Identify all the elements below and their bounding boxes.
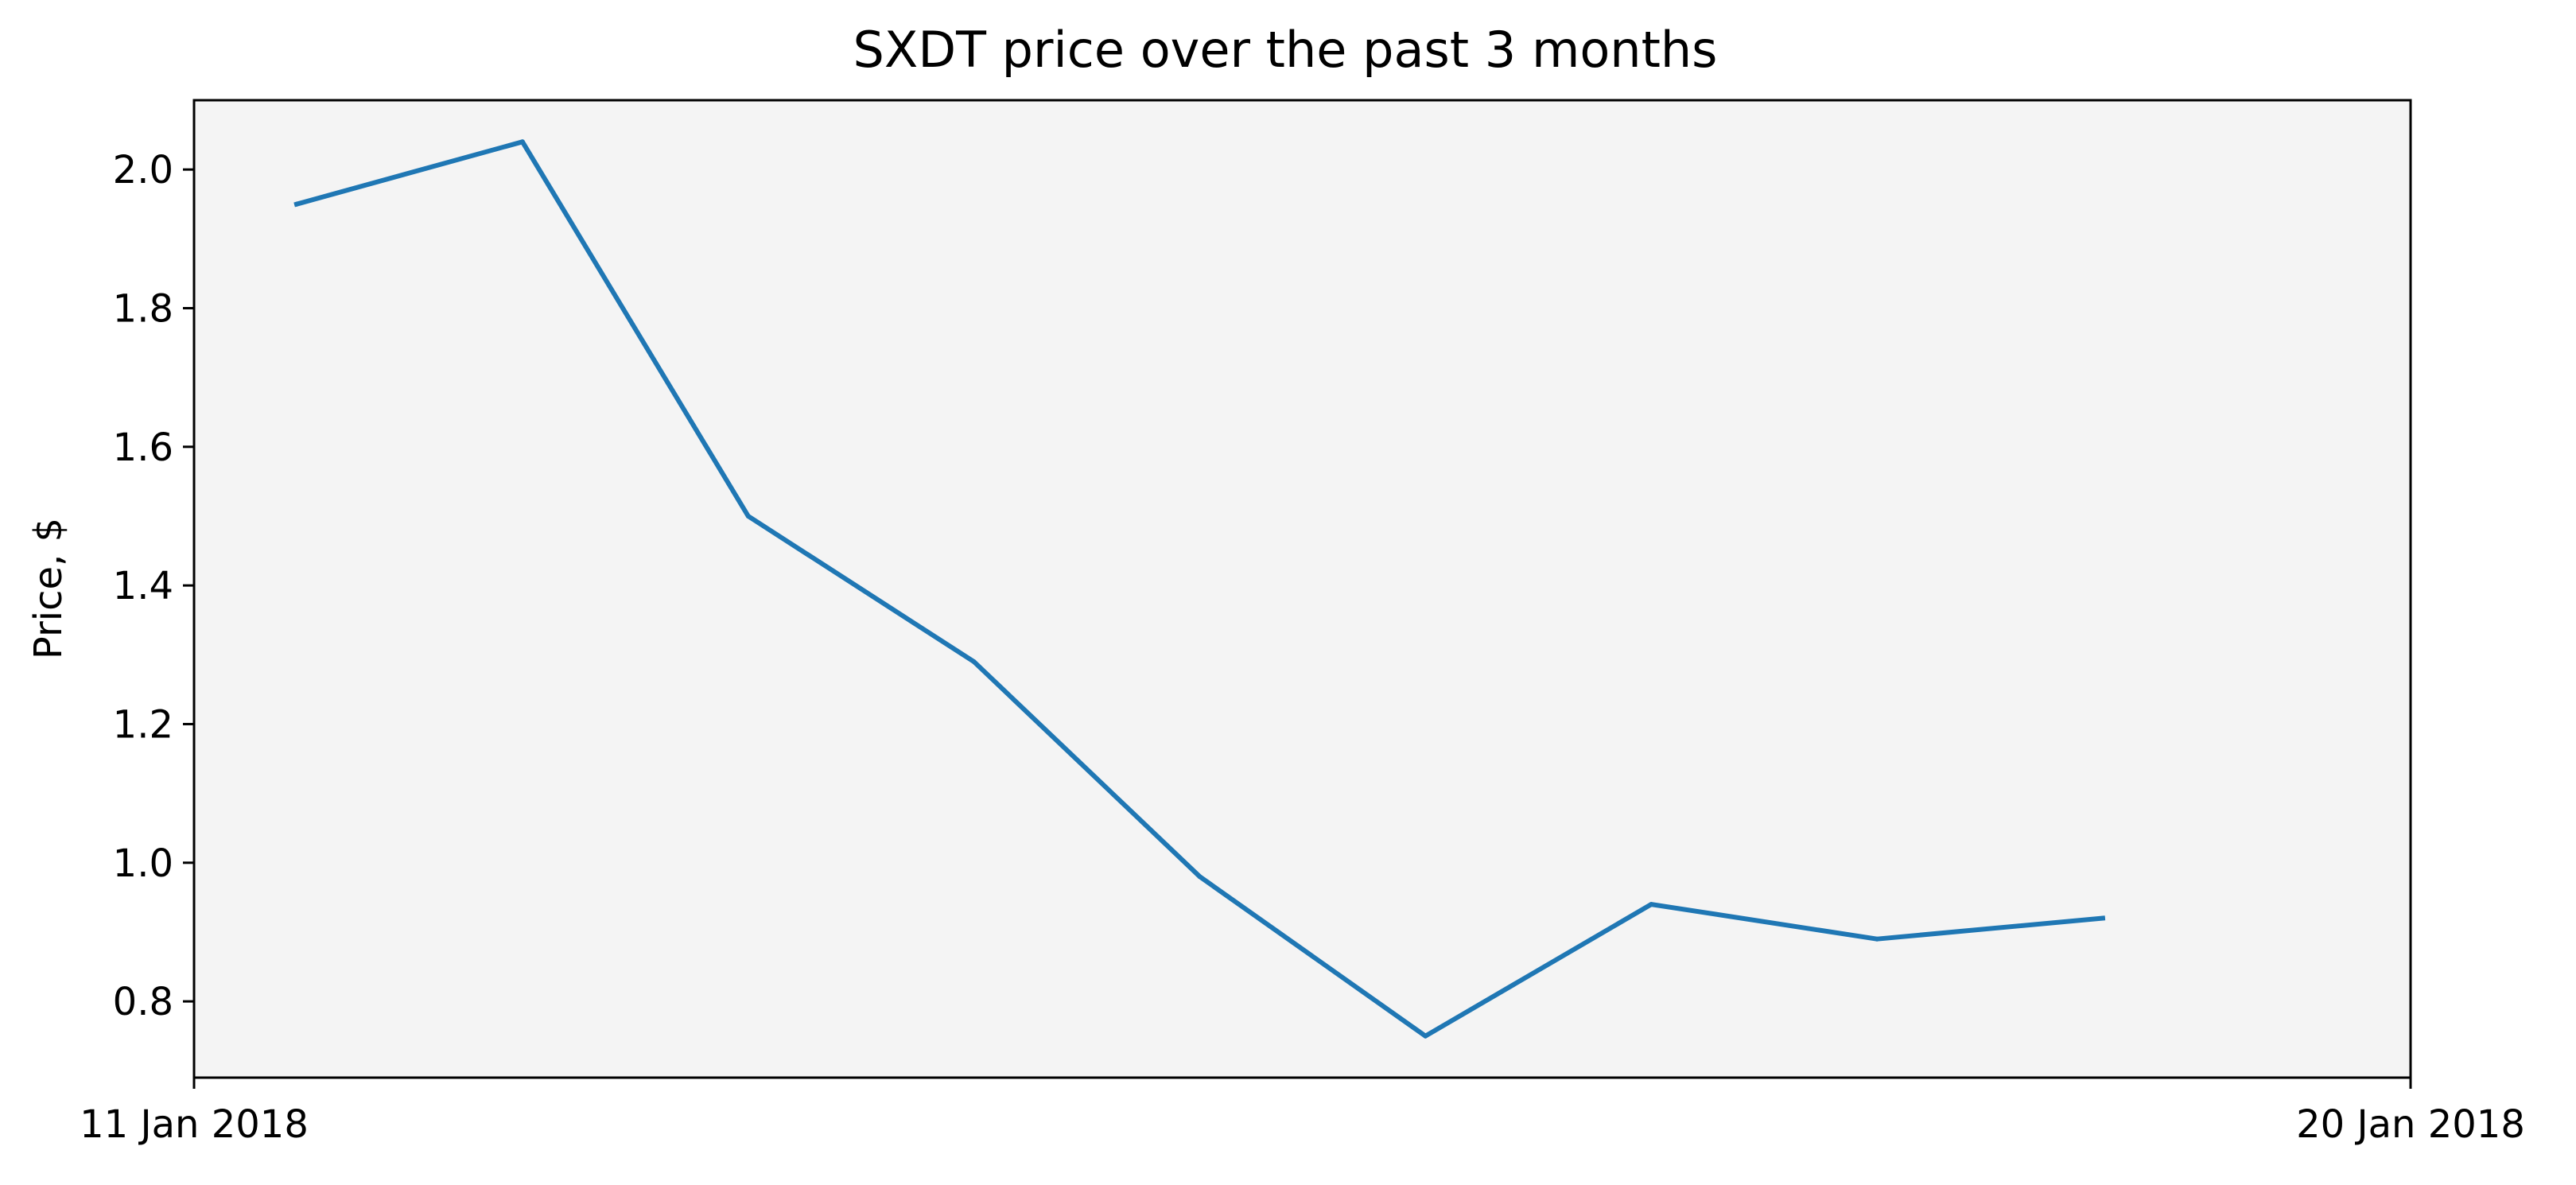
data-point [2100, 915, 2105, 921]
y-axis-label: Price, $ [26, 518, 71, 659]
y-tick-label: 1.0 [113, 841, 173, 886]
plot-area [194, 100, 2411, 1078]
data-point [1197, 874, 1203, 880]
plot-frame [192, 99, 2412, 1079]
price-series-points [294, 139, 2105, 1039]
y-axis-ticks: 0.8 1.0 1.2 1.4 1.6 1.8 2.0 [113, 148, 194, 1024]
y-tick-label: 1.2 [113, 702, 173, 747]
y-tick-label: 1.8 [113, 286, 173, 331]
x-tick-label: 20 Jan 2018 [2296, 1102, 2525, 1147]
y-tick-label: 0.8 [113, 980, 173, 1024]
data-point [519, 139, 525, 145]
data-point [745, 514, 751, 519]
data-point [971, 659, 977, 664]
y-tick-label: 1.6 [113, 425, 173, 470]
data-point [1875, 936, 1880, 942]
x-axis-ticks: 11 Jan 2018 20 Jan 2018 [80, 1078, 2525, 1147]
y-tick-label: 1.4 [113, 564, 173, 608]
x-tick-label: 11 Jan 2018 [80, 1102, 309, 1147]
data-point [1423, 1033, 1428, 1039]
data-point [294, 201, 299, 207]
chart-title: SXDT price over the past 3 months [853, 21, 1718, 79]
data-point [1649, 902, 1654, 907]
y-tick-label: 2.0 [113, 148, 173, 192]
